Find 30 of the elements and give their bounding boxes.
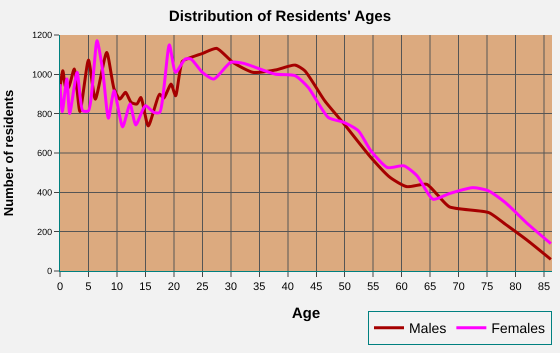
legend-label: Females — [491, 320, 546, 336]
x-tick-label: 45 — [310, 281, 322, 294]
y-tick-label: 600 — [37, 148, 52, 158]
y-tick-label: 0 — [47, 266, 52, 276]
x-tick-label: 5 — [85, 281, 92, 294]
x-tick-label: 80 — [509, 281, 522, 294]
y-tick-label: 800 — [37, 108, 52, 119]
y-tick-label: 400 — [37, 187, 52, 198]
chart-title: Distribution of Residents' Ages — [168, 8, 392, 26]
x-tick-label: 65 — [424, 281, 436, 294]
legend-label: Males — [409, 320, 446, 336]
x-tick-label: 30 — [224, 281, 237, 294]
x-tick-label: 35 — [253, 281, 266, 294]
x-tick-label: 60 — [396, 281, 408, 294]
y-axis-title: Number of residents — [1, 90, 16, 216]
x-tick-label: 25 — [196, 281, 208, 294]
x-tick-label: 85 — [538, 281, 550, 294]
x-tick-label: 15 — [139, 281, 152, 294]
x-tick-label: 50 — [338, 281, 351, 294]
y-tick-label: 1000 — [32, 69, 52, 80]
x-tick-label: 75 — [480, 281, 494, 294]
x-tick-label: 55 — [367, 281, 380, 294]
x-tick-label: 0 — [56, 281, 64, 294]
x-tick-label: 70 — [452, 281, 465, 294]
x-tick-label: 20 — [168, 281, 180, 294]
y-tick-label: 200 — [37, 226, 52, 237]
x-axis-title: Age — [292, 305, 320, 322]
y-tick-label: 1200 — [32, 30, 52, 40]
x-tick-label: 40 — [282, 281, 294, 294]
x-tick-label: 10 — [110, 281, 124, 294]
